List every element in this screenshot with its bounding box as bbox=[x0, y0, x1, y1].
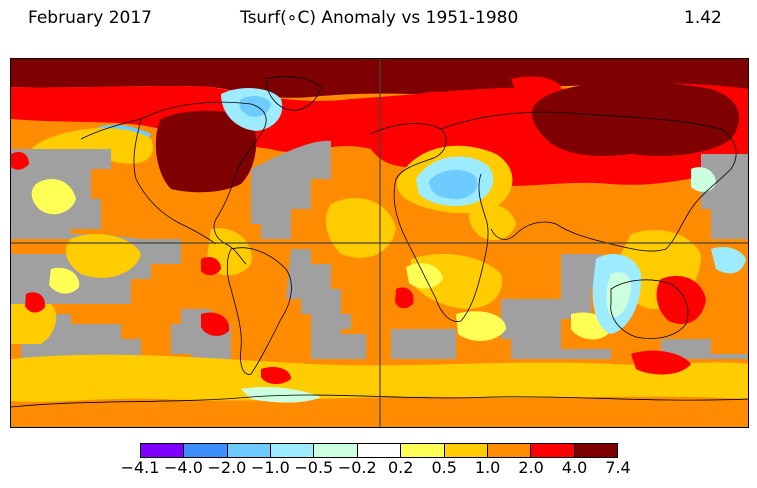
legend-tick-label: 7.4 bbox=[605, 458, 631, 477]
legend-tick-label: −0.5 bbox=[294, 458, 334, 477]
legend-tick-label: 0.2 bbox=[387, 458, 414, 477]
legend-swatch bbox=[141, 444, 185, 457]
legend-tick-label: −0.2 bbox=[337, 458, 377, 477]
antarctic-cool bbox=[241, 386, 321, 403]
legend-labels: −4.1 −4.0 −2.0 −1.0 −0.5 −0.2 0.2 0.5 1.0 2.0 4.0 7… bbox=[0, 458, 757, 480]
legend-swatch bbox=[487, 444, 532, 457]
australia-west-mild bbox=[606, 272, 632, 318]
legend-swatch bbox=[444, 444, 488, 457]
legend-tick-label: 0.5 bbox=[431, 458, 457, 477]
southern-hotspots bbox=[11, 76, 706, 385]
legend-swatch bbox=[574, 444, 617, 457]
legend-tick-label: −4.0 bbox=[164, 458, 203, 477]
siberia-hotspot bbox=[531, 81, 740, 156]
legend-swatch bbox=[314, 444, 358, 457]
legend-swatch bbox=[271, 444, 315, 457]
global-mean-value: 1.42 bbox=[684, 8, 722, 28]
legend-tick-label: 4.0 bbox=[561, 458, 588, 477]
legend-tick-label: −4.1 bbox=[120, 458, 160, 477]
east-asia-mild bbox=[691, 167, 716, 192]
anomaly-map-canvas bbox=[11, 59, 748, 427]
legend-swatch bbox=[531, 444, 575, 457]
legend-swatch bbox=[227, 444, 272, 457]
legend-tick-label: 1.0 bbox=[474, 458, 501, 477]
anomaly-map bbox=[10, 58, 749, 428]
legend-tick-label: −1.0 bbox=[250, 458, 290, 477]
north-america-hotspot bbox=[155, 110, 257, 193]
legend-tick-label: 2.0 bbox=[518, 458, 544, 477]
period-label: February 2017 bbox=[28, 8, 152, 28]
color-legend bbox=[140, 443, 618, 458]
coastlines bbox=[11, 76, 748, 408]
legend-swatch bbox=[401, 444, 445, 457]
legend-swatch bbox=[357, 444, 402, 457]
middle-east-cold-core bbox=[429, 169, 478, 199]
pacific-cool-spot bbox=[711, 247, 746, 274]
legend-swatch bbox=[184, 444, 228, 457]
legend-tick-label: −2.0 bbox=[207, 458, 247, 477]
map-title: Tsurf(∘C) Anomaly vs 1951-1980 bbox=[240, 8, 519, 28]
